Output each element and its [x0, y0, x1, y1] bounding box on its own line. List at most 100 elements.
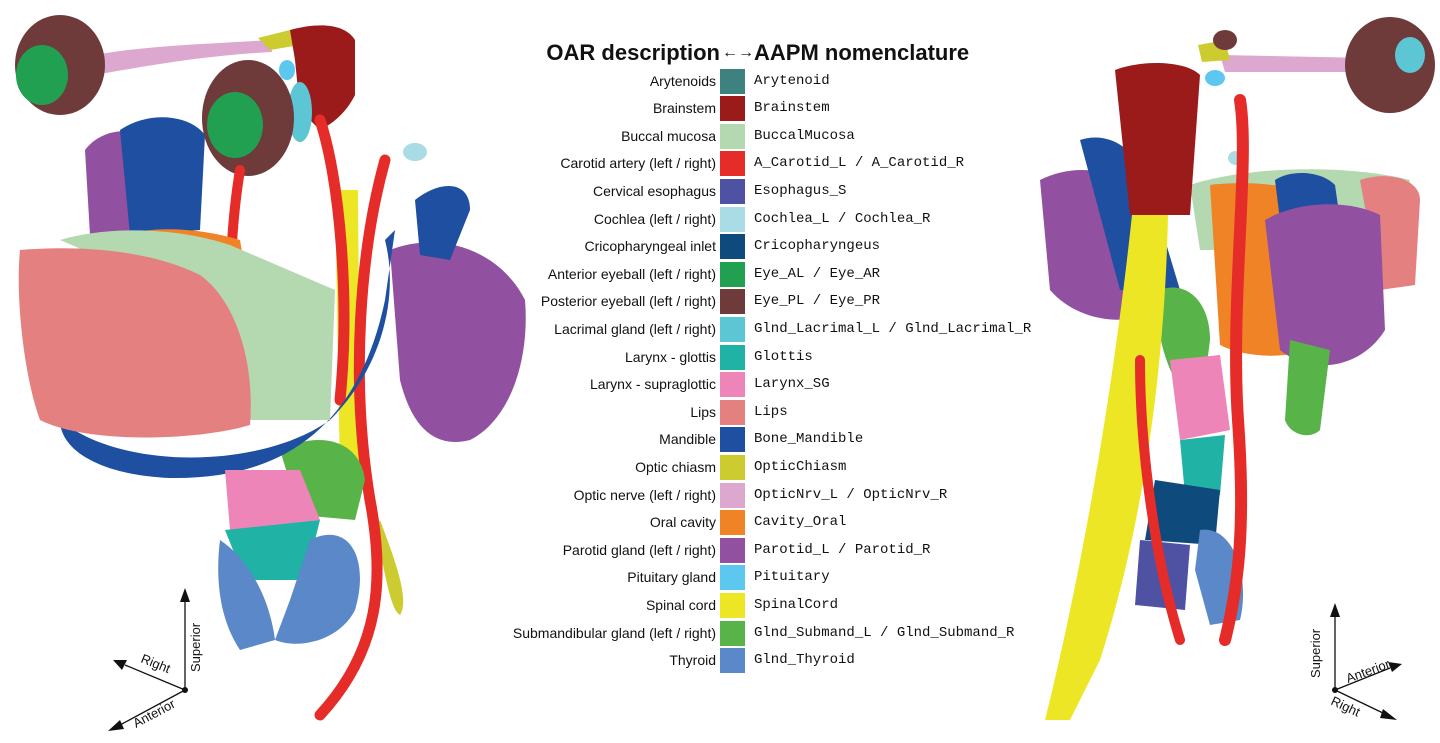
- larynx-supraglottic: [225, 470, 320, 530]
- legend-row: Larynx - supraglottic Larynx_SG: [500, 371, 1060, 399]
- aapm-code: Glnd_Thyroid: [754, 652, 855, 669]
- lips: [18, 248, 251, 438]
- parotid-gland-near: [390, 242, 526, 442]
- axis-label-superior: Superior: [1308, 628, 1323, 678]
- oar-description: Pituitary gland: [627, 569, 716, 586]
- color-swatch: [720, 372, 745, 398]
- pituitary-gland: [279, 60, 295, 80]
- oar-description: Optic nerve (left / right): [573, 486, 716, 503]
- glottis: [225, 520, 320, 580]
- aapm-code: Parotid_L / Parotid_R: [754, 541, 931, 558]
- color-swatch: [720, 592, 745, 618]
- thyroid-gland-right: [275, 534, 360, 644]
- mandible-back: [120, 117, 205, 235]
- aapm-code: Glottis: [754, 348, 813, 365]
- aapm-code: SpinalCord: [754, 596, 839, 613]
- color-swatch: [720, 261, 745, 287]
- aapm-code: Esophagus_S: [754, 182, 847, 199]
- oar-description: Carotid artery (left / right): [560, 155, 716, 172]
- color-swatch: [720, 151, 745, 177]
- aapm-code: Lips: [754, 403, 788, 420]
- legend-row: Thyroid Glnd_Thyroid: [500, 647, 1060, 675]
- oar-description: Submandibular gland (left / right): [512, 624, 716, 641]
- optic-nerve-right: [1220, 55, 1372, 72]
- legend-row: Parotid gland (left / right) Parotid_L / …: [500, 537, 1060, 565]
- legend-header-description: OAR description: [546, 40, 720, 65]
- anterior-eyeball: [1395, 37, 1425, 73]
- aapm-code: Arytenoid: [754, 72, 830, 89]
- aapm-code: Eye_AL / Eye_AR: [754, 265, 881, 282]
- legend-row: Pituitary gland Pituitary: [500, 564, 1060, 592]
- legend-row: Brainstem Brainstem: [500, 95, 1060, 123]
- color-swatch: [720, 96, 745, 122]
- color-swatch: [720, 234, 745, 260]
- mandible-body: [60, 230, 395, 479]
- oar-description: Larynx - supraglottic: [589, 376, 716, 393]
- oar-description: Brainstem: [652, 100, 716, 117]
- aapm-code: Eye_PL / Eye_PR: [754, 293, 881, 310]
- oar-description: Buccal mucosa: [621, 127, 716, 144]
- oar-description: Oral cavity: [649, 514, 716, 531]
- legend-row: Cricopharyngeal inlet Cricopharyngeus: [500, 233, 1060, 261]
- buccal-mucosa: [60, 230, 335, 420]
- oar-description: Anterior eyeball (left / right): [547, 265, 716, 282]
- left-3d-anatomy-view: Superior Right Anterior: [0, 0, 540, 743]
- left-orientation-axes: Superior Right Anterior: [108, 588, 203, 731]
- aapm-code: Cochlea_L / Cochlea_R: [754, 210, 931, 227]
- glottis: [1180, 435, 1225, 495]
- legend-row: Carotid artery (left / right) A_Carotid_L…: [500, 150, 1060, 178]
- legend-row: Lips Lips: [500, 399, 1060, 427]
- color-swatch: [720, 565, 745, 591]
- aapm-code: OpticChiasm: [754, 458, 847, 475]
- oar-description: Arytenoids: [649, 72, 716, 89]
- double-arrow-icon: ←→: [722, 44, 754, 61]
- oar-description: Thyroid: [669, 652, 716, 669]
- carotid-artery-right: [1219, 94, 1249, 646]
- aapm-code: Glnd_Lacrimal_L / Glnd_Lacrimal_R: [754, 320, 1032, 337]
- right-orientation-axes: Superior Anterior Right: [1308, 603, 1402, 720]
- lacrimal-gland: [288, 82, 312, 142]
- oar-description: Lacrimal gland (left / right): [554, 320, 716, 337]
- legend-header-nomenclature: AAPM nomenclature: [754, 40, 970, 65]
- legend-row: Buccal mucosa BuccalMucosa: [500, 123, 1060, 151]
- color-swatch: [720, 178, 745, 204]
- oar-description: Larynx - glottis: [624, 348, 716, 365]
- color-swatch: [720, 620, 745, 646]
- legend-row: Mandible Bone_Mandible: [500, 426, 1060, 454]
- color-swatch: [720, 316, 745, 342]
- larynx-supraglottic: [1170, 355, 1230, 440]
- oar-description: Spinal cord: [645, 596, 716, 613]
- legend-row: Larynx - glottis Glottis: [500, 344, 1060, 372]
- color-swatch: [720, 482, 745, 508]
- thyroid-gland: [218, 540, 275, 650]
- legend-row: Posterior eyeball (left / right) Eye_PL /…: [500, 288, 1060, 316]
- oar-description: Posterior eyeball (left / right): [540, 293, 716, 310]
- color-swatch: [720, 206, 745, 232]
- oar-description: Parotid gland (left / right): [562, 541, 716, 558]
- legend-row: Oral cavity Cavity_Oral: [500, 509, 1060, 537]
- aapm-code: Pituitary: [754, 569, 830, 586]
- oar-description: Optic chiasm: [635, 458, 716, 475]
- submandibular-gland-right: [1285, 340, 1330, 436]
- color-swatch: [720, 344, 745, 370]
- legend-row: Submandibular gland (left / right) Glnd_S…: [500, 620, 1060, 648]
- legend-row: Arytenoids Arytenoid: [500, 68, 1060, 96]
- oar-description: Cochlea (left / right): [593, 210, 716, 227]
- parotid-upper-lobe: [415, 186, 470, 260]
- spinal-cord-lower: [375, 520, 404, 615]
- pituitary-gland: [1213, 30, 1237, 50]
- anterior-eyeball-near: [207, 92, 263, 158]
- color-swatch: [720, 537, 745, 563]
- color-swatch: [720, 427, 745, 453]
- color-swatch: [720, 648, 745, 674]
- legend-row: Lacrimal gland (left / right) Glnd_Lacrim…: [500, 316, 1060, 344]
- legend-row: Cervical esophagus Esophagus_S: [500, 178, 1060, 206]
- optic-nerve-left: [95, 40, 272, 75]
- axis-label-right: Right: [1329, 693, 1363, 720]
- color-swatch: [720, 510, 745, 536]
- axis-label-superior: Superior: [188, 622, 203, 672]
- aapm-code: Brainstem: [754, 100, 830, 117]
- right-3d-anatomy-view: Superior Anterior Right: [1020, 0, 1440, 743]
- submandibular-gland: [1158, 287, 1210, 380]
- legend-row: Optic nerve (left / right) OpticNrv_L / O…: [500, 482, 1060, 510]
